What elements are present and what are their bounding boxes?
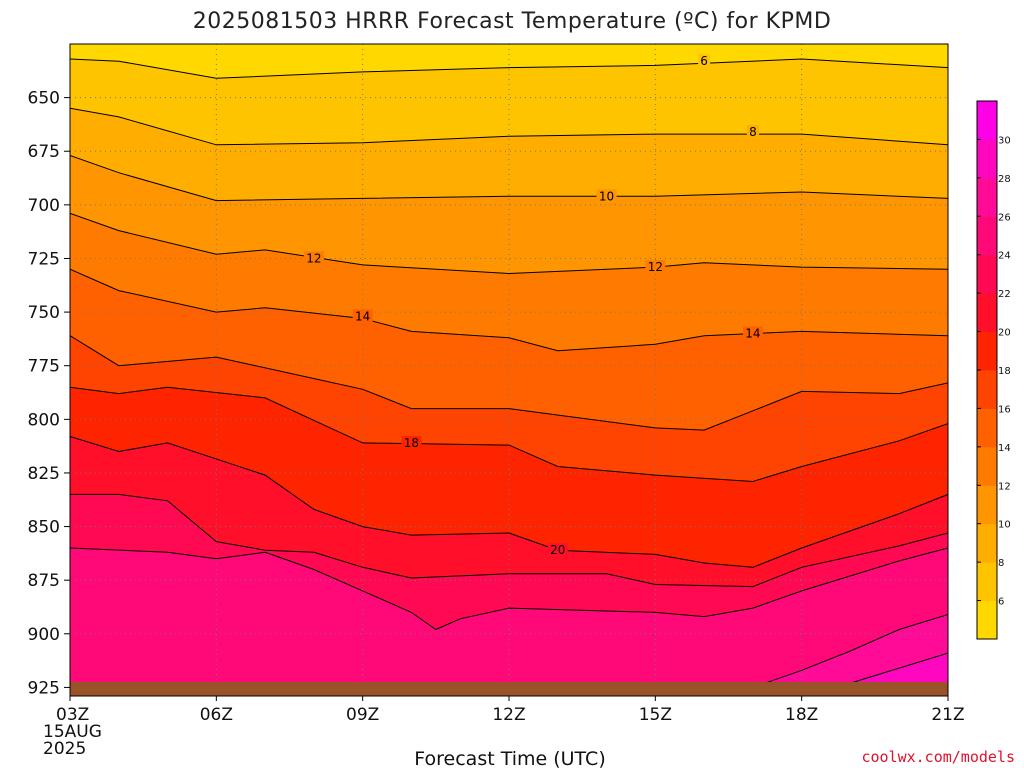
y-tick-label: 775 <box>28 357 60 377</box>
isotherm-12 <box>70 212 948 275</box>
y-tick-label: 725 <box>28 249 60 269</box>
contour-label-bg <box>698 54 711 68</box>
colorbar-tick-label: 12 <box>998 481 1011 492</box>
contour-label: 8 <box>749 125 757 139</box>
y-tick-label: 825 <box>28 464 60 484</box>
y-tick-label: 650 <box>28 89 60 109</box>
chart-title: 2025081503 HRRR Forecast Temperature (ºC… <box>193 9 832 34</box>
temperature-fill-bands <box>70 44 948 696</box>
ground-band <box>70 682 948 696</box>
contour-label-bg <box>742 326 763 340</box>
contour-label: 14 <box>355 309 370 323</box>
isotherm-20 <box>70 436 948 568</box>
y-axis-ticks: 650 675 700 725 750 775 800 825 850 875 900 925 <box>28 89 70 698</box>
colorbar-tick-label: 16 <box>998 404 1011 415</box>
colorbar-swatch <box>977 101 997 140</box>
x-tick-label: 15Z <box>639 705 672 725</box>
contour-label: 12 <box>306 251 321 265</box>
contour-label: 18 <box>404 436 419 450</box>
contour-label: 6 <box>700 54 708 68</box>
colorbar-tick-label: 10 <box>998 520 1011 531</box>
colorbar-tick-label: 18 <box>998 366 1011 377</box>
colorbar-swatch <box>977 562 997 602</box>
colorbar-swatch <box>977 446 997 486</box>
x-tick-sublabel: 2025 <box>43 739 86 759</box>
contour-label: 10 <box>599 189 614 203</box>
colorbar: 6 8 10 12 14 16 18 20 22 24 26 28 30 <box>976 100 1011 640</box>
isotherm-18 <box>70 386 948 483</box>
contour-label-bg <box>352 309 373 323</box>
isotherm-14 <box>70 268 948 352</box>
y-tick-label: 925 <box>28 678 60 698</box>
contour-label: 12 <box>648 260 663 274</box>
colorbar-swatch <box>977 293 997 333</box>
colorbar-tick-label: 28 <box>998 174 1011 185</box>
y-tick-label: 875 <box>28 571 60 591</box>
y-tick-label: 900 <box>28 625 60 645</box>
y-tick-label: 750 <box>28 303 60 323</box>
contour-label-bg <box>401 435 422 449</box>
y-tick-label: 675 <box>28 142 60 162</box>
colorbar-swatch <box>977 600 997 640</box>
x-tick-label: 21Z <box>931 705 964 725</box>
contour-label: 20 <box>550 543 565 557</box>
fill-band-24 <box>70 548 948 696</box>
isotherm-10 <box>70 155 948 202</box>
contour-label-bg <box>596 189 617 203</box>
colorbar-tick-label: 8 <box>998 558 1004 569</box>
colorbar-swatch <box>977 485 997 525</box>
colorbar-tick-label: 22 <box>998 289 1011 300</box>
isotherm-24 <box>70 547 948 631</box>
colorbar-swatch <box>977 216 997 256</box>
colorbar-tick-label: 20 <box>998 328 1011 339</box>
colorbar-tick-label: 6 <box>998 597 1004 608</box>
y-tick-label: 800 <box>28 410 60 430</box>
colorbar-swatch <box>977 139 997 179</box>
x-tick-label: 03Z <box>56 705 89 725</box>
colorbar-tick-label: 14 <box>998 443 1011 454</box>
contour-labels: 6 8 10 12 12 14 14 18 20 <box>303 54 763 557</box>
contour-label-bg <box>645 260 666 274</box>
x-tick-label: 09Z <box>346 705 379 725</box>
isotherm-22 <box>70 493 948 588</box>
colorbar-tick-label: 26 <box>998 212 1011 223</box>
x-axis-label: Forecast Time (UTC) <box>414 748 605 768</box>
x-tick-label: 18Z <box>785 705 818 725</box>
isotherm-26 <box>728 614 948 696</box>
y-tick-label: 700 <box>28 196 60 216</box>
isotherm-8 <box>70 107 948 146</box>
x-tick-sublabel: 15AUG <box>43 722 102 742</box>
contour-label-bg <box>303 251 324 265</box>
colorbar-swatch <box>977 523 997 563</box>
colorbar-swatch <box>977 331 997 371</box>
credit-text: coolwx.com/models <box>861 748 1015 766</box>
y-tick-label: 850 <box>28 518 60 538</box>
colorbar-tick-label: 30 <box>998 135 1011 146</box>
x-tick-label: 12Z <box>492 705 525 725</box>
colorbar-swatch <box>977 370 997 409</box>
colorbar-swatch <box>977 177 997 217</box>
isotherm-6 <box>70 58 948 79</box>
contour-label-bg <box>547 543 568 557</box>
contour-label-bg <box>746 124 759 138</box>
colorbar-swatch <box>977 408 997 448</box>
ground-surface <box>70 682 948 696</box>
colorbar-tick-label: 24 <box>998 251 1011 262</box>
colorbar-swatch <box>977 254 997 294</box>
x-tick-label: 06Z <box>200 705 233 725</box>
contour-label: 14 <box>745 327 760 341</box>
isotherm-16 <box>70 335 948 431</box>
isotherm-lines <box>70 58 948 696</box>
